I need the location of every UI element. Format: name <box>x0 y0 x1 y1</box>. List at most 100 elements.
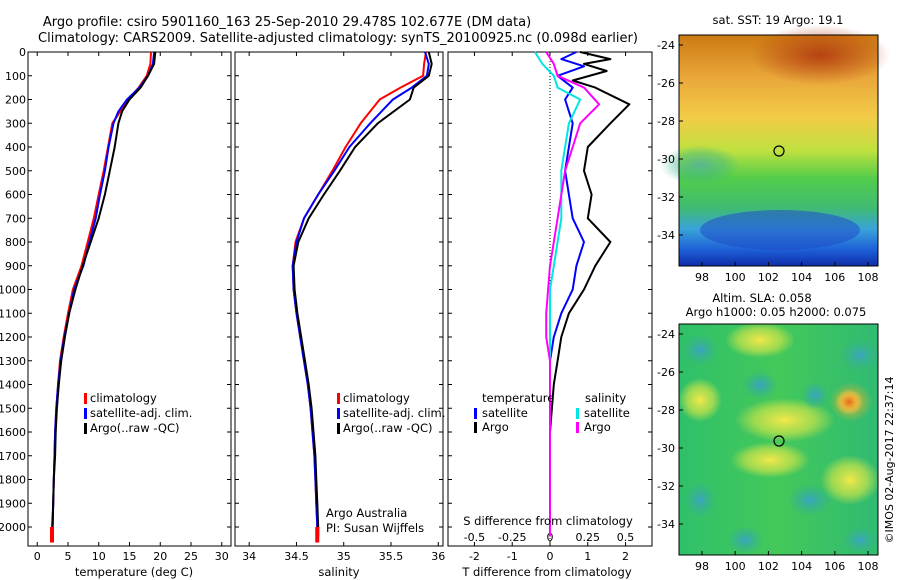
sla-eddy-core <box>835 389 863 415</box>
sst-argo-marker <box>773 145 785 157</box>
temperature-bottom-marker <box>49 527 54 543</box>
depth-tick-label: 1300 <box>0 355 26 368</box>
sla-map <box>678 322 880 556</box>
salinity-diff-tick-label: 0 <box>547 531 554 544</box>
map-ytick-label: -30 <box>657 442 675 455</box>
map-xtick-label: 98 <box>695 560 709 573</box>
depth-tick-label: 900 <box>5 260 26 273</box>
difference-xtick-label: 1 <box>584 550 591 563</box>
legend-label: satellite <box>584 406 630 420</box>
figure-title-line1: Argo profile: csiro 5901160_163 25-Sep-2… <box>43 15 531 30</box>
sla-high-patch <box>678 378 722 422</box>
temperature-xtick-label: 10 <box>92 550 106 563</box>
legend-swatch <box>337 408 340 419</box>
sla-map-frame <box>678 323 879 556</box>
map-ytick-label: -24 <box>657 39 675 52</box>
depth-tick-label: 1800 <box>0 474 26 487</box>
imos-credit: ©IMOS 02-Aug-2017 22:37:14 <box>883 377 896 544</box>
sla-high-patch <box>730 442 810 478</box>
legend-swatch <box>474 408 477 419</box>
temperature-xtick-label: 0 <box>34 550 41 563</box>
map-xtick-label: 108 <box>858 271 879 284</box>
temperature-panel: 0100200300400500600700800900100011001200… <box>0 46 232 563</box>
depth-tick-label: 600 <box>5 189 26 202</box>
sst-map-axes: -24 -26 -28 -30 -32 -34 98 100 102 104 106 108 <box>657 39 878 284</box>
salinity-diff-tick-label: 0.5 <box>617 531 635 544</box>
depth-tick-label: 1600 <box>0 426 26 439</box>
sla-high-patch <box>735 398 835 442</box>
temperature-series-argo-raw-qc- <box>51 51 157 537</box>
temperature-xtick-label: 5 <box>64 550 71 563</box>
depth-tick-label: 0 <box>19 46 26 59</box>
map-ytick-label: -30 <box>657 153 675 166</box>
legend-swatch <box>84 393 87 404</box>
map-xtick-label: 104 <box>791 560 812 573</box>
depth-tick-label: 1500 <box>0 402 26 415</box>
legend-label: Argo <box>482 420 509 434</box>
salinity-diff-tick-label: -0.25 <box>498 531 526 544</box>
depth-tick-label: 100 <box>5 70 26 83</box>
difference-xtick-label: 0 <box>547 550 554 563</box>
difference-xlabel: T difference from climatology <box>461 565 632 579</box>
salinity-xtick-label: 34.5 <box>284 550 309 563</box>
salinity-diff-tick-label: -0.5 <box>464 531 485 544</box>
difference-xtick-label: -1 <box>507 550 518 563</box>
legend-header-salinity: salinity <box>585 391 626 405</box>
legend-label: satellite-adj. clim. <box>90 406 192 420</box>
map-xtick-label: 102 <box>758 271 779 284</box>
difference-panel: -2 -1 0 1 2-0.5 -0.25 0 0.25 0.5satelliteArgosat… <box>447 51 653 563</box>
legend-swatch <box>84 408 87 419</box>
depth-tick-label: 200 <box>5 94 26 107</box>
temperature-plot-frame <box>27 51 232 547</box>
depth-tick-label: 800 <box>5 236 26 249</box>
map-xtick-label: 100 <box>725 271 746 284</box>
salinity-xtick-label: 35 <box>337 550 351 563</box>
depth-tick-label: 1100 <box>0 307 26 320</box>
depth-tick-label: 300 <box>5 117 26 130</box>
legend-label: Argo <box>584 420 611 434</box>
map-xtick-label: 102 <box>758 560 779 573</box>
map-ytick-label: -26 <box>657 366 675 379</box>
sla-map-title-line1: Altim. SLA: 0.058 <box>712 291 811 305</box>
temperature-xtick-label: 30 <box>215 550 229 563</box>
sla-low-patch <box>842 526 878 554</box>
map-xtick-label: 106 <box>824 271 845 284</box>
depth-tick-label: 1700 <box>0 450 26 463</box>
map-ytick-label: -24 <box>657 328 675 341</box>
map-xtick-label: 98 <box>695 271 709 284</box>
map-xtick-label: 104 <box>791 271 812 284</box>
sla-low-patch <box>742 371 778 399</box>
map-xtick-label: 108 <box>858 560 879 573</box>
salinity-xtick-label: 35.5 <box>379 550 404 563</box>
figure-title-line2: Climatology: CARS2009. Satellite-adjuste… <box>38 31 638 46</box>
sla-map-title-line2: Argo h1000: 0.05 h2000: 0.075 <box>686 305 867 319</box>
depth-tick-label: 1000 <box>0 284 26 297</box>
map-ytick-label: -26 <box>657 77 675 90</box>
legend-swatch <box>84 423 87 434</box>
legend-swatch <box>337 423 340 434</box>
salinity-diff-tick-label: 0.25 <box>576 531 601 544</box>
temperature-xtick-label: 15 <box>123 550 137 563</box>
legend-label: climatology <box>90 391 157 405</box>
sla-high-patch <box>820 455 880 505</box>
temperature-xtick-label: 25 <box>184 550 198 563</box>
map-ytick-label: -34 <box>657 229 675 242</box>
salinity-xtick-label: 36 <box>431 550 445 563</box>
legend-header-temperature: temperature <box>482 391 554 405</box>
sla-argo-marker <box>773 435 785 447</box>
salinity-series-argo-raw-qc- <box>292 51 433 537</box>
depth-tick-label: 700 <box>5 212 26 225</box>
temperature-xlabel: temperature (deg C) <box>75 565 193 579</box>
sst-map-frame <box>678 34 879 267</box>
sla-map-axes: -24 -26 -28 -30 -32 -34 98 100 102 104 106 108 <box>657 328 878 573</box>
legend-label: Argo(..raw -QC) <box>343 421 433 435</box>
difference-xtick-label: 2 <box>622 550 629 563</box>
legend-label: climatology <box>343 391 410 405</box>
map-ytick-label: -32 <box>657 480 675 493</box>
sla-high-patch <box>725 322 795 358</box>
depth-tick-label: 2000 <box>0 521 26 534</box>
depth-tick-label: 1400 <box>0 379 26 392</box>
salinity-xtick-label: 34 <box>242 550 256 563</box>
salinity-panel: 34 34.5 35 35.5 36 climatologysatellite-adj. … <box>234 51 445 563</box>
